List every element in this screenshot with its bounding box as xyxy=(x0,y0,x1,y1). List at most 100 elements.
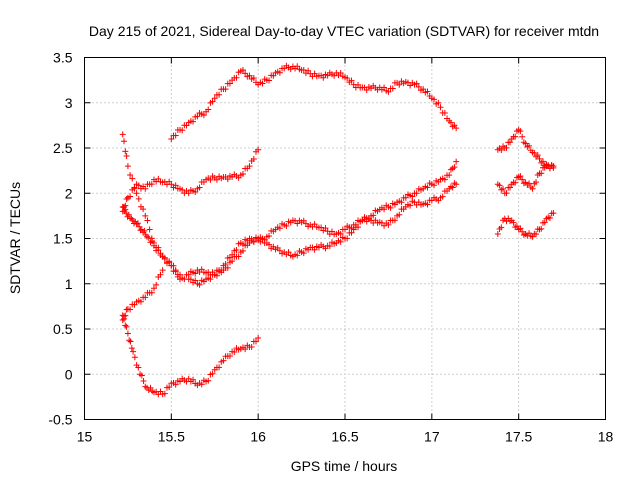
data-point-marker xyxy=(413,190,420,197)
x-tick-label: 15 xyxy=(77,429,93,445)
series-track-2 xyxy=(119,146,262,215)
data-point-marker xyxy=(503,144,510,151)
data-point-marker xyxy=(148,181,155,188)
data-point-marker xyxy=(259,80,266,87)
data-point-marker xyxy=(242,70,249,77)
y-axis-label: SDTVAR / TECUs xyxy=(7,182,23,294)
data-point-marker xyxy=(123,153,130,160)
data-point-marker xyxy=(536,155,543,162)
data-point-marker xyxy=(216,91,223,98)
data-points xyxy=(119,62,557,398)
data-point-marker xyxy=(213,176,220,183)
data-point-marker xyxy=(451,164,458,171)
data-point-marker xyxy=(122,312,129,319)
series-track-3 xyxy=(119,131,460,283)
data-point-marker xyxy=(337,238,344,245)
data-point-marker xyxy=(539,158,546,165)
x-tick-label: 18 xyxy=(598,429,614,445)
x-tick-label: 17 xyxy=(424,429,440,445)
data-point-marker xyxy=(239,241,246,248)
data-point-marker xyxy=(133,190,140,197)
data-point-marker xyxy=(246,163,253,170)
series-track-8 xyxy=(494,126,557,172)
data-point-marker xyxy=(526,142,533,149)
data-point-marker xyxy=(431,96,438,103)
data-point-marker xyxy=(352,221,359,228)
data-point-marker xyxy=(437,104,444,111)
data-point-marker xyxy=(500,185,507,192)
data-point-marker xyxy=(300,250,307,257)
data-point-marker xyxy=(131,184,138,191)
data-point-marker xyxy=(541,219,548,226)
data-point-marker xyxy=(424,201,431,208)
data-point-marker xyxy=(140,378,147,385)
data-point-marker xyxy=(147,384,154,391)
data-point-marker xyxy=(519,228,526,235)
data-point-marker xyxy=(142,185,149,192)
data-point-marker xyxy=(513,223,520,230)
data-point-marker xyxy=(526,180,533,187)
data-point-marker xyxy=(140,229,147,236)
data-point-marker xyxy=(127,306,134,313)
data-point-marker xyxy=(402,194,409,201)
data-point-marker xyxy=(396,211,403,218)
data-point-marker xyxy=(381,84,388,91)
data-point-marker xyxy=(449,184,456,191)
data-point-marker xyxy=(255,335,262,342)
data-point-marker xyxy=(517,225,524,232)
data-point-marker xyxy=(441,176,448,183)
data-point-marker xyxy=(226,353,233,360)
data-point-marker xyxy=(239,67,246,74)
data-point-marker xyxy=(138,226,145,233)
data-point-marker xyxy=(172,267,179,274)
data-point-marker xyxy=(498,146,505,153)
data-point-marker xyxy=(344,235,351,242)
data-point-marker xyxy=(122,148,129,155)
data-point-marker xyxy=(142,294,149,301)
data-point-marker xyxy=(194,113,201,120)
data-point-marker xyxy=(135,195,142,202)
data-point-marker xyxy=(415,83,422,90)
data-point-marker xyxy=(145,234,152,241)
data-point-marker xyxy=(131,354,138,361)
data-point-marker xyxy=(205,377,212,384)
data-point-marker xyxy=(144,217,151,224)
x-tick-label: 16 xyxy=(250,429,266,445)
data-point-marker xyxy=(155,247,162,254)
data-point-marker xyxy=(541,164,548,171)
data-point-marker xyxy=(150,242,157,249)
data-point-marker xyxy=(391,217,398,224)
data-point-marker xyxy=(235,253,242,260)
y-tick-label: 3 xyxy=(65,95,73,111)
data-point-marker xyxy=(398,199,405,206)
data-point-marker xyxy=(222,261,229,268)
data-point-marker xyxy=(494,230,501,237)
data-point-marker xyxy=(136,223,143,230)
data-point-marker xyxy=(439,193,446,200)
data-point-marker xyxy=(344,75,351,82)
data-point-marker xyxy=(496,182,503,189)
data-point-marker xyxy=(420,86,427,93)
data-point-marker xyxy=(179,186,186,193)
data-point-marker xyxy=(326,243,333,250)
data-point-marker xyxy=(205,106,212,113)
data-point-marker xyxy=(550,210,557,217)
data-point-marker xyxy=(166,384,173,391)
data-point-marker xyxy=(435,99,442,106)
data-point-marker xyxy=(517,173,524,180)
data-point-marker xyxy=(512,133,519,140)
data-point-marker xyxy=(135,364,142,371)
x-tick-label: 16.5 xyxy=(331,429,358,445)
data-point-marker xyxy=(138,372,145,379)
data-point-marker xyxy=(129,175,136,182)
axis-ticks: 15 15.5 16 16.5 17 17.5 18 -0.5 0 0.5 1 1.5 2 2.5 3 3.5 xyxy=(48,50,613,445)
data-point-marker xyxy=(198,381,205,388)
data-point-marker xyxy=(122,206,129,213)
data-point-marker xyxy=(157,271,164,278)
data-point-marker xyxy=(140,206,147,213)
data-point-marker xyxy=(222,86,229,93)
data-point-marker xyxy=(363,86,370,93)
data-point-marker xyxy=(226,80,233,87)
data-point-marker xyxy=(134,220,141,227)
